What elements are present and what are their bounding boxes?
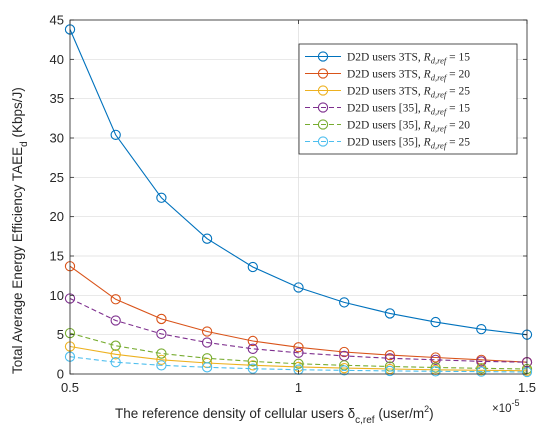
data-point-marker [156,348,167,359]
data-point-marker [110,294,121,305]
tick-layer: 0 5 10 15 20 25 30 35 40 45 0.5 1 1.5 [50,13,537,396]
data-point-marker [476,363,487,374]
data-point-marker [156,313,167,325]
data-point-marker [430,366,441,377]
data-point-marker [156,192,167,203]
data-point-marker [339,346,350,358]
data-point-marker [293,342,304,353]
data-point-marker [247,343,258,354]
legend-box [298,43,518,155]
data-point-marker [430,362,441,373]
data-point-marker [430,354,441,365]
data-point-marker [476,324,487,335]
data-point-marker [247,363,258,374]
y-tick-label: 35 [50,91,64,106]
legend-items: D2D users 3TS, Rd,ref = 15 D2D users 3TS,… [305,51,470,151]
data-point-marker [247,360,258,371]
data-point-marker [247,261,258,273]
data-point-marker [339,365,350,376]
y-tick-label: 5 [57,327,64,342]
series-line [69,298,528,363]
legend-marker [317,51,329,62]
y-tick-label: 25 [50,170,64,185]
data-point-marker [384,349,396,361]
data-point-marker [384,353,396,364]
data-point-marker [110,340,121,351]
data-point-marker [156,360,167,371]
x-axis-label: The reference density of cellular users … [115,404,434,426]
data-point-marker [430,352,441,363]
data-point-marker [110,357,121,368]
series-line [69,29,528,336]
data-point-marker [247,356,258,367]
legend-marker [317,68,329,79]
data-point-marker [339,297,350,308]
y-tick-label: 40 [50,52,64,67]
data-point-marker [156,354,167,365]
y-tick-label: 10 [50,288,64,303]
series-line [69,356,528,373]
y-tick-label: 20 [50,209,64,224]
y-axis-label: Total Average Energy Efficiency TAEEd (K… [10,87,30,374]
legend-label: D2D users 3TS, Rd,ref = 25 [347,86,470,100]
data-point-marker [201,337,213,348]
x-axis-multiplier: ×10-5 [492,398,520,415]
legend: D2D users 3TS, Rd,ref = 15 D2D users 3TS,… [298,43,518,155]
y-tick-label: 15 [50,249,64,264]
data-point-marker [201,326,213,337]
data-point-marker [476,366,487,377]
legend-marker [317,85,329,96]
x-tick-label: 1 [295,380,302,395]
data-point-marker [110,315,121,326]
legend-marker [317,136,329,147]
data-point-marker [293,282,304,293]
x-tick-label: 0.5 [61,380,79,395]
legend-label: D2D users [35], Rd,ref = 15 [347,103,470,117]
series-line [69,345,528,372]
legend-label: D2D users 3TS, Rd,ref = 20 [347,69,470,83]
x-tick-label: 1.5 [518,380,536,395]
data-point-marker [110,129,121,141]
y-tick-label: 30 [50,131,64,146]
series-layer [64,24,533,378]
data-point-marker [476,356,487,367]
legend-marker [317,102,329,113]
y-tick-label: 0 [57,367,64,382]
legend-marker [317,119,329,130]
legend-label: D2D users [35], Rd,ref = 20 [347,120,470,134]
data-point-marker [293,347,304,358]
legend-label: D2D users [35], Rd,ref = 25 [347,137,470,151]
data-point-marker [247,335,258,347]
data-point-marker [384,308,396,319]
legend-label: D2D users 3TS, Rd,ref = 15 [347,52,470,66]
data-point-marker [430,316,441,328]
data-point-marker [156,328,167,340]
data-point-marker [293,358,304,369]
series-line [69,265,528,363]
data-point-marker [201,362,213,373]
data-point-marker [201,233,213,244]
data-point-marker [384,365,396,377]
y-tick-label: 45 [50,13,64,28]
